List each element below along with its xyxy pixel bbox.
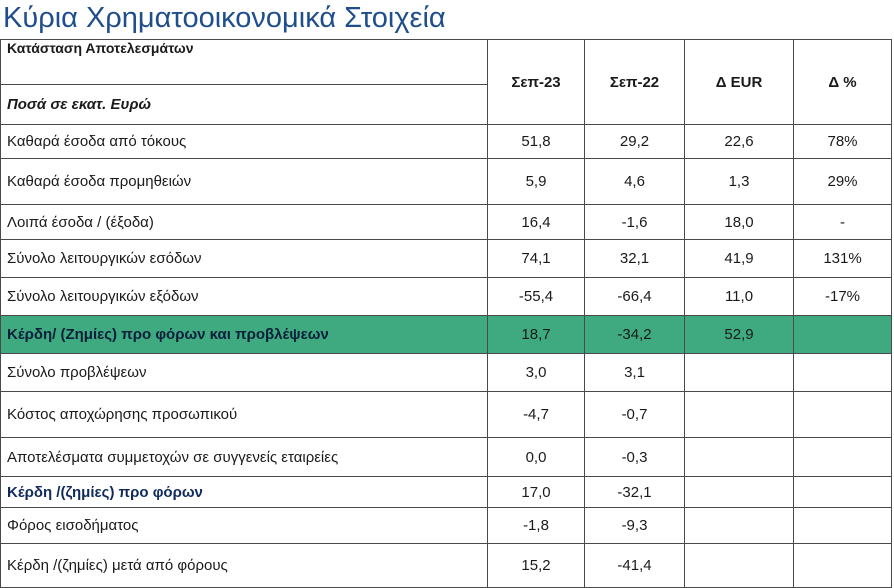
- row-label: Κέρδη /(ζημίες) προ φόρων: [0, 476, 488, 508]
- table-header-row: Κατάσταση Αποτελεσμάτων Σεπ-23 Σεπ-22 Δ …: [0, 39, 892, 125]
- cell-delta-pct: [793, 353, 892, 392]
- cell-delta-eur: 1,3: [684, 158, 794, 205]
- cell-sep23: 74,1: [487, 239, 585, 278]
- table-row: Σύνολο προβλέψεων 3,0 3,1: [0, 353, 892, 392]
- table-body: Καθαρά έσοδα από τόκους 51,8 29,2 22,6 78% Κα…: [0, 124, 892, 588]
- table-subheader-row: Ποσά σε εκατ. Ευρώ: [0, 84, 892, 125]
- cell-sep23: -1,8: [487, 507, 585, 544]
- cell-delta-eur: 18,0: [684, 204, 794, 240]
- row-label: Σύνολο λειτουργικών εξόδων: [0, 277, 488, 316]
- cell-sep22: 3,1: [584, 353, 685, 392]
- cell-sep22: -32,1: [584, 476, 685, 508]
- cell-delta-pct: [793, 391, 892, 438]
- table-row: Λοιπά έσοδα / (έξοδα) 16,4 -1,6 18,0-: [0, 204, 892, 240]
- cell-sep23: -55,4: [487, 277, 585, 316]
- cell-delta-eur: [684, 507, 794, 544]
- cell-delta-pct: [793, 437, 892, 477]
- cell-sep23: 51,8: [487, 124, 585, 159]
- row-label: Φόρος εισοδήματος: [0, 507, 488, 544]
- cell-sep22: 4,6: [584, 158, 685, 205]
- cell-sep23: 5,9: [487, 158, 585, 205]
- column-header-sep22: Σεπ-22: [584, 39, 685, 125]
- row-label: Καθαρά έσοδα προμηθειών: [0, 158, 488, 205]
- row-label: Κέρδη/ (Ζημίες) προ φόρων και προβλέψεων: [0, 315, 488, 354]
- table-row: Καθαρά έσοδα προμηθειών 5,9 4,6 1,3 29%: [0, 158, 892, 205]
- cell-delta-eur: [684, 391, 794, 438]
- cell-delta-pct: -17%: [793, 277, 892, 316]
- table-row: Φόρος εισοδήματος -1,8 -9,3: [0, 507, 892, 544]
- statement-title: Κατάσταση Αποτελεσμάτων: [0, 39, 488, 85]
- row-label: Καθαρά έσοδα από τόκους: [0, 124, 488, 159]
- column-header-delta-eur: Δ EUR: [684, 39, 794, 125]
- table-row: Σύνολο λειτουργικών εσόδων 74,1 32,1 41,9 13…: [0, 239, 892, 278]
- cell-sep23: 3,0: [487, 353, 585, 392]
- cell-delta-eur: 52,9: [684, 315, 794, 354]
- cell-delta-pct: 131%: [793, 239, 892, 278]
- cell-sep23: 0,0: [487, 437, 585, 477]
- table-row: Καθαρά έσοδα από τόκους 51,8 29,2 22,6 78%: [0, 124, 892, 159]
- cell-delta-eur: 41,9: [684, 239, 794, 278]
- cell-sep23: 18,7: [487, 315, 585, 354]
- cell-delta-pct: [793, 315, 892, 354]
- column-header-delta-pct: Δ %: [793, 39, 892, 125]
- cell-delta-pct: 78%: [793, 124, 892, 159]
- units-label: Ποσά σε εκατ. Ευρώ: [0, 84, 488, 125]
- row-label: Κόστος αποχώρησης προσωπικού: [0, 391, 488, 438]
- cell-sep22: -1,6: [584, 204, 685, 240]
- cell-sep22: -66,4: [584, 277, 685, 316]
- cell-delta-eur: 11,0: [684, 277, 794, 316]
- table-row: Κέρδη/ (Ζημίες) προ φόρων και προβλέψεων…: [0, 315, 892, 354]
- cell-delta-pct: 29%: [793, 158, 892, 205]
- cell-delta-eur: [684, 437, 794, 477]
- row-label: Σύνολο λειτουργικών εσόδων: [0, 239, 488, 278]
- cell-sep22: -34,2: [584, 315, 685, 354]
- cell-delta-eur: [684, 476, 794, 508]
- cell-delta-eur: [684, 353, 794, 392]
- cell-sep22: -9,3: [584, 507, 685, 544]
- income-statement-table: Κατάσταση Αποτελεσμάτων Σεπ-23 Σεπ-22 Δ …: [0, 39, 892, 588]
- row-label: Σύνολο προβλέψεων: [0, 353, 488, 392]
- cell-sep22: 32,1: [584, 239, 685, 278]
- table-row: Κόστος αποχώρησης προσωπικού -4,7 -0,7: [0, 391, 892, 438]
- table-row: Κέρδη /(ζημίες) προ φόρων 17,0 -32,1: [0, 476, 892, 508]
- column-header-sep23: Σεπ-23: [487, 39, 585, 125]
- cell-sep23: -4,7: [487, 391, 585, 438]
- cell-delta-pct: -: [793, 204, 892, 240]
- row-label: Αποτελέσματα συμμετοχών σε συγγενείς ετα…: [0, 437, 488, 477]
- cell-sep22: -0,3: [584, 437, 685, 477]
- page-title: Κύρια Χρηματοοικονομικά Στοιχεία: [3, 2, 446, 34]
- cell-delta-eur: 22,6: [684, 124, 794, 159]
- cell-delta-pct: [793, 476, 892, 508]
- cell-sep22: -0,7: [584, 391, 685, 438]
- table-row: Σύνολο λειτουργικών εξόδων -55,4 -66,4 11,0…: [0, 277, 892, 316]
- cell-sep23: 17,0: [487, 476, 585, 508]
- cell-delta-pct: [793, 507, 892, 544]
- cell-sep22: 29,2: [584, 124, 685, 159]
- row-label: Λοιπά έσοδα / (έξοδα): [0, 204, 488, 240]
- cell-sep23: 16,4: [487, 204, 585, 240]
- table-row: Αποτελέσματα συμμετοχών σε συγγενείς ετα…: [0, 437, 892, 477]
